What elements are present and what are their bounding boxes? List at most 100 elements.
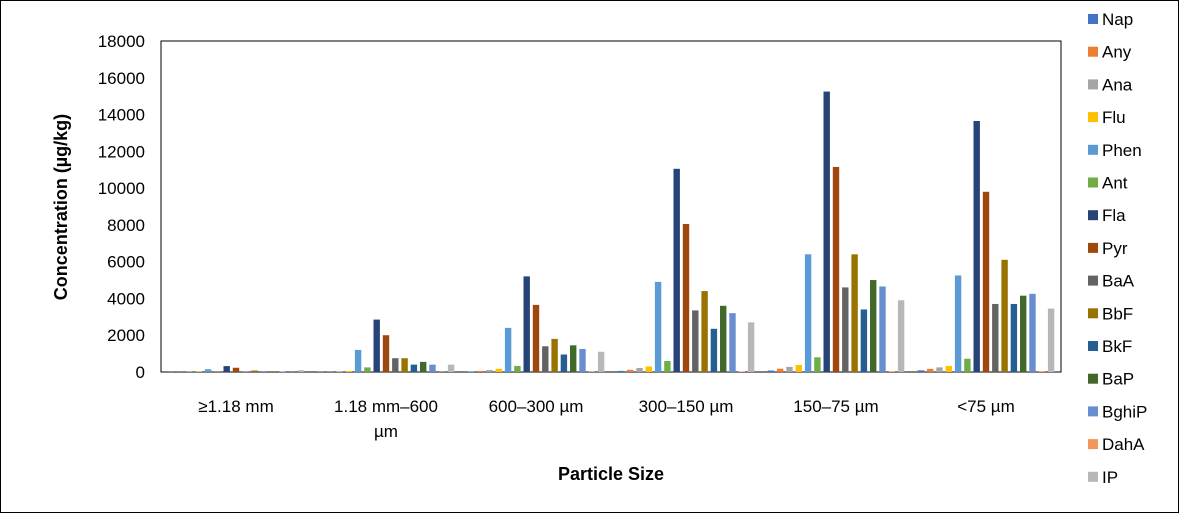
x-tick-label: <75 µm [957, 397, 1015, 416]
bar-nap [468, 371, 474, 372]
legend-label-bghip: BghiP [1102, 402, 1147, 421]
legend-swatch-any [1088, 47, 1098, 57]
bar-flu [346, 371, 352, 372]
bar-bkf [561, 355, 567, 372]
legend-swatch-daha [1088, 439, 1098, 449]
y-tick-label: 12000 [98, 142, 145, 161]
bar-bkf [1011, 304, 1017, 372]
bar-baa [542, 346, 548, 372]
bar-pyr [833, 167, 839, 372]
bar-bkf [861, 309, 867, 372]
legend-label-ana: Ana [1102, 75, 1133, 94]
y-axis-ticks: 0200040006000800010000120001400016000180… [98, 32, 145, 382]
y-tick-label: 6000 [107, 253, 145, 272]
bar-ip [598, 352, 604, 372]
legend-swatch-bbf [1088, 308, 1098, 318]
legend-label-ip: IP [1102, 468, 1118, 487]
bar-fla [374, 320, 380, 372]
bar-bap [720, 306, 726, 372]
bar-ip [748, 322, 754, 372]
bar-phen [805, 254, 811, 372]
legend-swatch-pyr [1088, 243, 1098, 253]
x-tick-label: 300–150 µm [639, 397, 734, 416]
bar-fla [824, 92, 830, 372]
bar-phen [505, 328, 511, 372]
bar-ip [1048, 309, 1054, 372]
y-tick-label: 16000 [98, 69, 145, 88]
bar-daha [889, 371, 895, 372]
bar-ant [964, 359, 970, 372]
legend-label-bap: BaP [1102, 370, 1134, 389]
bar-ana [936, 367, 942, 372]
bar-flu [796, 365, 802, 372]
bar-ip [298, 370, 304, 372]
bar-ip [898, 300, 904, 372]
bar-flu [646, 366, 652, 372]
legend-swatch-fla [1088, 210, 1098, 220]
legend-swatch-baa [1088, 276, 1098, 286]
bar-bghip [729, 313, 735, 372]
legend-label-bbf: BbF [1102, 304, 1133, 323]
bar-bghip [279, 371, 285, 372]
legend-label-any: Any [1102, 43, 1132, 62]
bar-baa [392, 358, 398, 372]
legend-label-baa: BaA [1102, 272, 1135, 291]
legend-swatch-bkf [1088, 341, 1098, 351]
bar-phen [355, 350, 361, 372]
bar-ant [664, 361, 670, 372]
legend-swatch-flu [1088, 112, 1098, 122]
bar-bkf [411, 365, 417, 372]
bar-baa [842, 287, 848, 372]
bar-phen [655, 282, 661, 372]
bar-bbf [401, 358, 407, 372]
bar-flu [496, 369, 502, 372]
bar-any [627, 370, 633, 372]
y-tick-label: 4000 [107, 289, 145, 308]
bar-bbf [251, 371, 257, 372]
bar-daha [739, 371, 745, 372]
bar-nap [918, 370, 924, 372]
bar-bkf [711, 329, 717, 372]
bar-bbf [701, 291, 707, 372]
bar-ana [486, 370, 492, 372]
bar-ant [814, 357, 820, 372]
bar-bap [570, 345, 576, 372]
bar-any [477, 371, 483, 372]
bar-nap [768, 371, 774, 372]
legend-swatch-bap [1088, 374, 1098, 384]
bar-phen [955, 275, 961, 372]
legend-swatch-ant [1088, 178, 1098, 188]
plot-border [161, 41, 1061, 372]
legend-label-bkf: BkF [1102, 337, 1132, 356]
bar-bbf [851, 254, 857, 372]
y-tick-label: 18000 [98, 32, 145, 51]
bar-bap [270, 371, 276, 372]
bar-bghip [1029, 294, 1035, 372]
bar-ant [364, 367, 370, 372]
bar-any [927, 369, 933, 372]
bar-bap [870, 280, 876, 372]
bar-nap [618, 371, 624, 372]
legend: NapAnyAnaFluPhenAntFlaPyrBaABbFBkFBaPBgh… [1088, 10, 1147, 487]
bar-flu [946, 366, 952, 372]
legend-swatch-phen [1088, 145, 1098, 155]
plot-area [161, 41, 1061, 372]
bar-bap [1020, 296, 1026, 372]
bar-pyr [533, 305, 539, 372]
legend-swatch-ip [1088, 472, 1098, 482]
legend-label-phen: Phen [1102, 141, 1142, 160]
bar-fla [524, 276, 530, 372]
legend-swatch-bghip [1088, 406, 1098, 416]
bar-fla [974, 121, 980, 372]
bar-ip [448, 365, 454, 372]
bars [168, 92, 1055, 372]
legend-swatch-nap [1088, 14, 1098, 24]
bar-baa [992, 304, 998, 372]
y-tick-label: 0 [136, 363, 145, 382]
legend-label-ant: Ant [1102, 174, 1128, 193]
bar-baa [692, 310, 698, 372]
legend-label-pyr: Pyr [1102, 239, 1128, 258]
